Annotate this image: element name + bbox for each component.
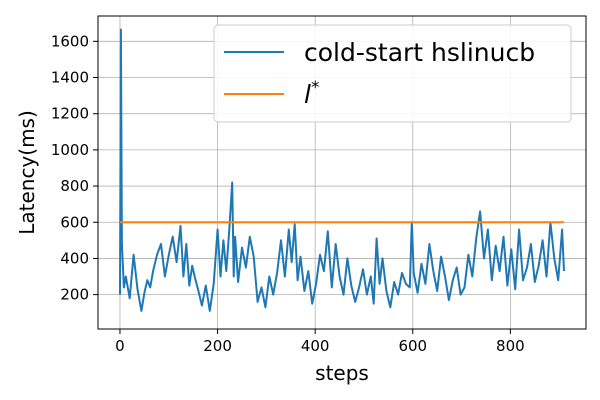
- y-tick-label: 400: [60, 249, 89, 267]
- series-line-1: [119, 28, 565, 312]
- axis-ticks: 0 200 400 600 800 200 400 600 800 1000 1200 1400 160…: [51, 32, 525, 355]
- y-tick-label: 1400: [51, 69, 89, 87]
- x-tick-label: 200: [203, 337, 232, 355]
- y-tick-label: 800: [60, 177, 89, 195]
- series-layer: [119, 28, 565, 312]
- x-tick-label: 400: [301, 337, 330, 355]
- y-tick-label: 1600: [51, 32, 89, 50]
- x-tick-label: 800: [496, 337, 525, 355]
- y-tick-label: 1200: [51, 105, 89, 123]
- x-tick-label: 0: [115, 337, 125, 355]
- plot-frame: [97, 15, 587, 330]
- legend-box: [213, 24, 572, 123]
- x-tick-label: 600: [398, 337, 427, 355]
- y-axis-label: Latency(ms): [15, 110, 39, 235]
- y-tick-label: 1000: [51, 141, 89, 159]
- y-tick-label: 600: [60, 213, 89, 231]
- legend-label: cold-start hslinucb: [304, 38, 535, 67]
- y-tick-label: 200: [60, 286, 89, 304]
- x-axis-label: steps: [315, 361, 369, 385]
